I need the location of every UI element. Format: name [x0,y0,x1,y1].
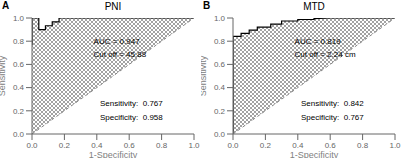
svg-text:1.0: 1.0 [13,14,25,23]
svg-text:1.0: 1.0 [389,141,393,150]
svg-text:0.6: 0.6 [214,60,226,69]
html-text:B: B [203,0,211,11]
svg-text:0.6: 0.6 [13,60,25,69]
svg-text:0.8: 0.8 [214,37,226,46]
svg-text:1-Specificity: 1-Specificity [290,150,339,158]
svg-text:1.0: 1.0 [188,141,200,150]
html-text:Specificity: 0.767: Specificity: 0.767 [301,113,364,123]
html-text:Specificity: 0.958: Specificity: 0.958 [100,113,163,123]
html-text:Cut off = 45.88: Cut off = 45.88 [93,50,147,60]
svg-text:1.0: 1.0 [214,14,226,23]
html-text:MTD: MTD [303,1,325,12]
html-text:Sensitivity: 0.767: Sensitivity: 0.767 [100,99,163,109]
html-text:PNI: PNI [104,1,122,12]
svg-text:0.0: 0.0 [13,130,25,139]
svg-text:0.2: 0.2 [260,141,272,150]
svg-text:Sensitivity: Sensitivity [201,55,208,96]
svg-text:0.4: 0.4 [292,141,304,150]
svg-text:1-Specificity: 1-Specificity [89,150,138,158]
html-text:AUC = 0.947: AUC = 0.947 [93,36,140,46]
svg-text:0.4: 0.4 [91,141,103,150]
svg-text:0.0: 0.0 [214,130,226,139]
svg-text:0.2: 0.2 [214,107,226,116]
html-text:Sensitivity: 0.842: Sensitivity: 0.842 [301,99,364,109]
html-text:A: A [2,0,10,11]
svg-text:0.8: 0.8 [156,141,168,150]
svg-text:0.0: 0.0 [227,141,239,150]
svg-text:0.6: 0.6 [124,141,136,150]
svg-text:0.4: 0.4 [214,83,226,92]
html-text:AUC = 0.819: AUC = 0.819 [294,36,341,46]
svg-text:0.0: 0.0 [26,141,38,150]
svg-text:0.2: 0.2 [13,107,25,116]
html-text:Cut off = 2.24 cm: Cut off = 2.24 cm [294,50,356,60]
svg-text:0.4: 0.4 [13,83,25,92]
svg-text:0.8: 0.8 [357,141,369,150]
svg-text:0.6: 0.6 [325,141,337,150]
svg-text:0.2: 0.2 [59,141,71,150]
svg-text:0.8: 0.8 [13,37,25,46]
